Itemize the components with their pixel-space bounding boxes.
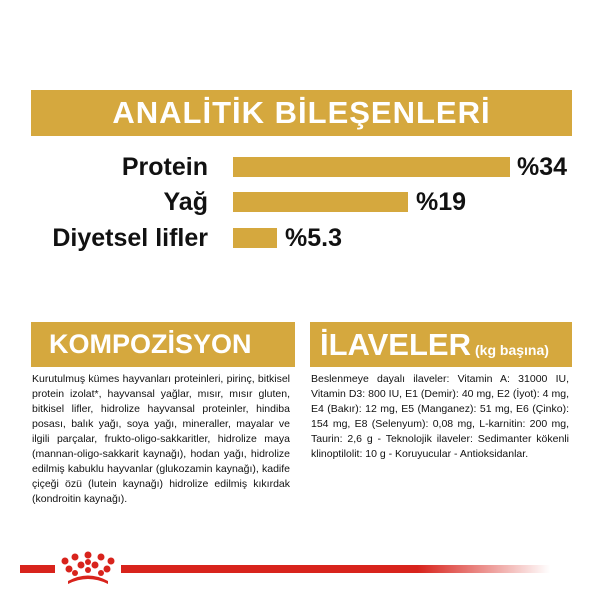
- composition-title: KOMPOZİSYON: [31, 322, 295, 367]
- additives-title: İLAVELER: [320, 327, 471, 362]
- analytic-title: ANALİTİK BİLEŞENLERİ: [31, 90, 572, 136]
- row-label: Yağ: [163, 188, 208, 216]
- composition-text: Kurutulmuş kümes hayvanları proteinleri,…: [32, 373, 290, 505]
- row-value: %34: [517, 153, 568, 181]
- additives-text: Beslenmeye dayalı ilaveler: Vitamin A: 3…: [311, 373, 569, 460]
- row-value: %19: [416, 188, 467, 216]
- row-label: Diyetsel lifler: [52, 224, 208, 252]
- brand-red-line: [20, 565, 550, 573]
- value-bar: [233, 192, 408, 212]
- value-bar: [233, 157, 510, 177]
- analytic-row-fat: Yağ %19: [0, 188, 600, 216]
- additives-subtitle: (kg başına): [475, 342, 549, 358]
- analytic-row-protein: Protein %34: [0, 153, 600, 181]
- row-label: Protein: [121, 153, 208, 181]
- additives-header: İLAVELER (kg başına): [310, 322, 572, 367]
- analytic-row-fiber: Diyetsel lifler %5.3: [0, 224, 600, 252]
- value-bar: [233, 228, 277, 248]
- row-value: %5.3: [285, 224, 342, 252]
- royal-canin-crown-icon: [55, 550, 121, 586]
